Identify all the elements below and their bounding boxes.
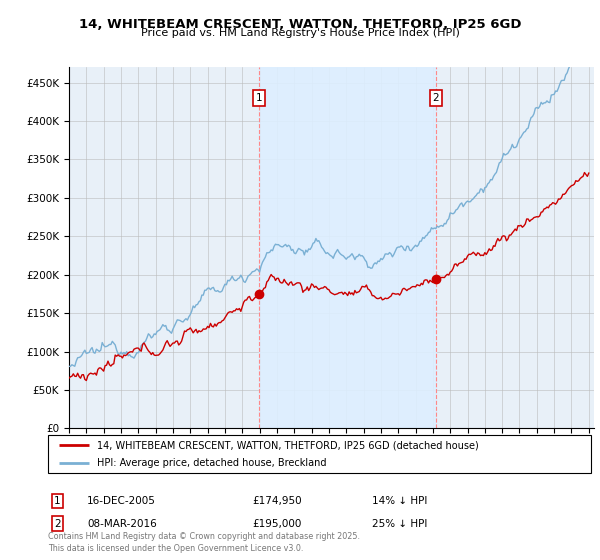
Text: £195,000: £195,000: [252, 519, 301, 529]
Text: 16-DEC-2005: 16-DEC-2005: [87, 496, 156, 506]
Text: 14, WHITEBEAM CRESCENT, WATTON, THETFORD, IP25 6GD: 14, WHITEBEAM CRESCENT, WATTON, THETFORD…: [79, 18, 521, 31]
Text: HPI: Average price, detached house, Breckland: HPI: Average price, detached house, Brec…: [97, 458, 326, 468]
Text: 1: 1: [256, 93, 262, 103]
Text: Contains HM Land Registry data © Crown copyright and database right 2025.
This d: Contains HM Land Registry data © Crown c…: [48, 533, 360, 553]
Text: 14% ↓ HPI: 14% ↓ HPI: [372, 496, 427, 506]
Text: 25% ↓ HPI: 25% ↓ HPI: [372, 519, 427, 529]
Text: £174,950: £174,950: [252, 496, 302, 506]
Text: 2: 2: [433, 93, 439, 103]
Text: 08-MAR-2016: 08-MAR-2016: [87, 519, 157, 529]
Text: Price paid vs. HM Land Registry's House Price Index (HPI): Price paid vs. HM Land Registry's House …: [140, 28, 460, 38]
Bar: [259, 67, 436, 428]
Text: 1: 1: [54, 496, 61, 506]
Text: 2: 2: [54, 519, 61, 529]
Text: 14, WHITEBEAM CRESCENT, WATTON, THETFORD, IP25 6GD (detached house): 14, WHITEBEAM CRESCENT, WATTON, THETFORD…: [97, 440, 479, 450]
